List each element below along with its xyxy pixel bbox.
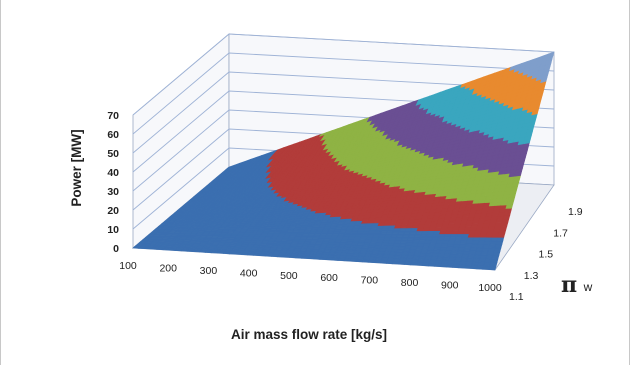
- z-tick-label: 30: [107, 186, 119, 198]
- pi-subscript: w: [583, 280, 593, 294]
- z-tick-label: 0: [113, 243, 119, 255]
- surface-cell: [502, 215, 511, 220]
- x-tick-label: 800: [401, 277, 419, 289]
- z-tick-label: 20: [107, 205, 119, 217]
- x-tick-label: 400: [240, 267, 258, 279]
- z-tick-label: 10: [107, 224, 119, 236]
- surface-cell: [498, 229, 507, 234]
- y-tick-label: 1.9: [568, 206, 583, 218]
- z-axis-title: Power [MW]: [69, 129, 84, 206]
- surface-cell: [500, 222, 509, 227]
- x-tick-label: 1000: [478, 282, 502, 294]
- x-tick-label: 600: [320, 272, 338, 284]
- y-axis-title: π w: [561, 272, 593, 298]
- surface-cell: [547, 51, 555, 58]
- surface-cell: [501, 218, 510, 224]
- surface-cell: [489, 262, 498, 267]
- gridline: [132, 71, 555, 154]
- x-tick-label: 700: [361, 275, 379, 287]
- surface-cell: [499, 226, 508, 231]
- y-tick-label: 1.7: [553, 227, 568, 239]
- z-tick-label: 50: [107, 148, 119, 160]
- z-tick-label: 60: [107, 129, 119, 141]
- surface-cell: [497, 233, 506, 238]
- surface-cell: [490, 258, 499, 264]
- x-axis-title: Air mass flow rate [kg/s]: [231, 327, 387, 342]
- surface-cell: [493, 247, 502, 253]
- surface-cell: [491, 254, 500, 260]
- surface-plot: [132, 51, 555, 271]
- y-tick-label: 1.5: [539, 249, 554, 261]
- gridline: [132, 33, 555, 116]
- z-tick-label: 70: [107, 110, 119, 122]
- pi-symbol: π: [561, 272, 577, 298]
- surface-cell: [496, 237, 505, 242]
- axis-labels: 0 10 20 30 40 50 60 70 100 200 300 400 500 600 700 800 9…: [107, 110, 582, 303]
- surface-cell: [495, 240, 504, 245]
- gridline: [132, 52, 555, 135]
- surface-cell: [494, 244, 503, 249]
- x-tick-label: 100: [119, 260, 137, 272]
- y-tick-label: 1.3: [524, 270, 539, 282]
- x-tick-label: 500: [280, 270, 298, 282]
- y-tick-label: 1.1: [509, 291, 524, 303]
- z-tick-label: 40: [107, 167, 119, 179]
- x-tick-label: 200: [159, 262, 177, 274]
- surface-cell: [492, 251, 501, 256]
- x-tick-label: 900: [441, 280, 459, 292]
- surface-cell: [503, 211, 512, 217]
- x-tick-label: 300: [200, 265, 218, 277]
